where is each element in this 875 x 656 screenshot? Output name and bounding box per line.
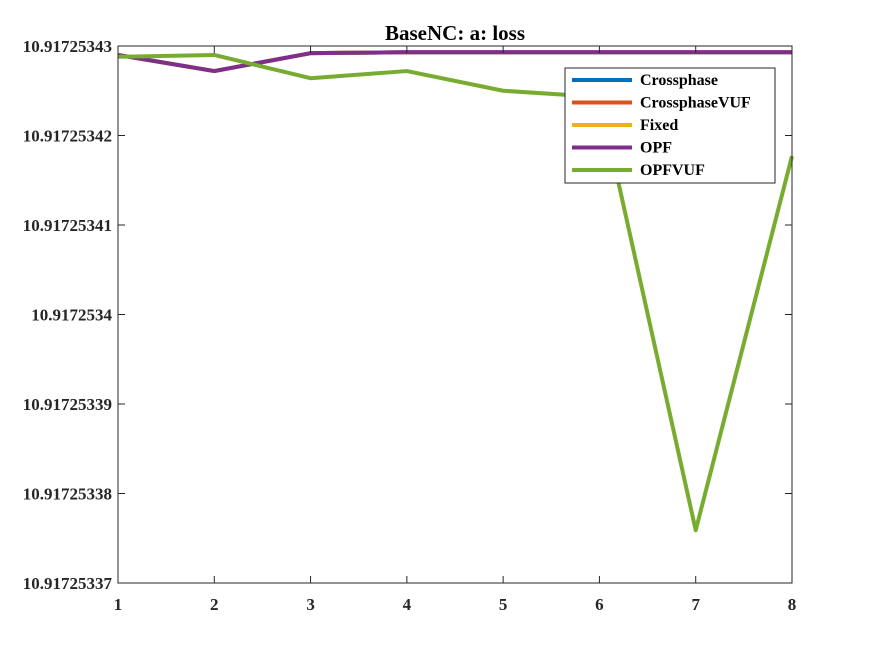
x-tick-label: 6: [595, 595, 604, 614]
chart-title: BaseNC: a: loss: [385, 21, 525, 45]
x-tick-label: 1: [114, 595, 123, 614]
x-tick-label: 5: [499, 595, 508, 614]
legend-label-crossphasevuf: CrossphaseVUF: [640, 95, 751, 112]
x-axis: 1 2 3 4 5 6 7 8: [114, 46, 797, 614]
y-tick-label: 10.91725342: [23, 127, 112, 146]
x-tick-label: 3: [306, 595, 315, 614]
y-tick-label: 10.9172534: [31, 306, 112, 325]
y-tick-label: 10.91725338: [23, 485, 112, 504]
series-line-opf: [117, 50, 792, 74]
y-tick-label: 10.91725341: [23, 216, 112, 235]
y-tick-label: 10.91725343: [23, 37, 112, 56]
y-tick-label: 10.91725337: [23, 574, 113, 593]
x-tick-label: 8: [788, 595, 797, 614]
plot-series-group: [117, 50, 794, 533]
legend-label-opfvuf: OPFVUF: [640, 162, 705, 179]
series-line-opfvuf: [117, 52, 794, 533]
legend-label-opf: OPF: [640, 140, 672, 157]
y-axis: 10.91725337 10.91725338 10.91725339 10.9172…: [23, 37, 792, 593]
y-tick-label: 10.91725339: [23, 395, 112, 414]
legend[interactable]: Crossphase CrossphaseVUF Fixed OPF OPFVUF: [564, 67, 776, 184]
legend-label-crossphase: Crossphase: [640, 72, 718, 89]
legend-label-fixed: Fixed: [640, 117, 678, 134]
x-tick-label: 2: [210, 595, 219, 614]
x-tick-label: 7: [691, 595, 700, 614]
x-tick-label: 4: [403, 595, 412, 614]
